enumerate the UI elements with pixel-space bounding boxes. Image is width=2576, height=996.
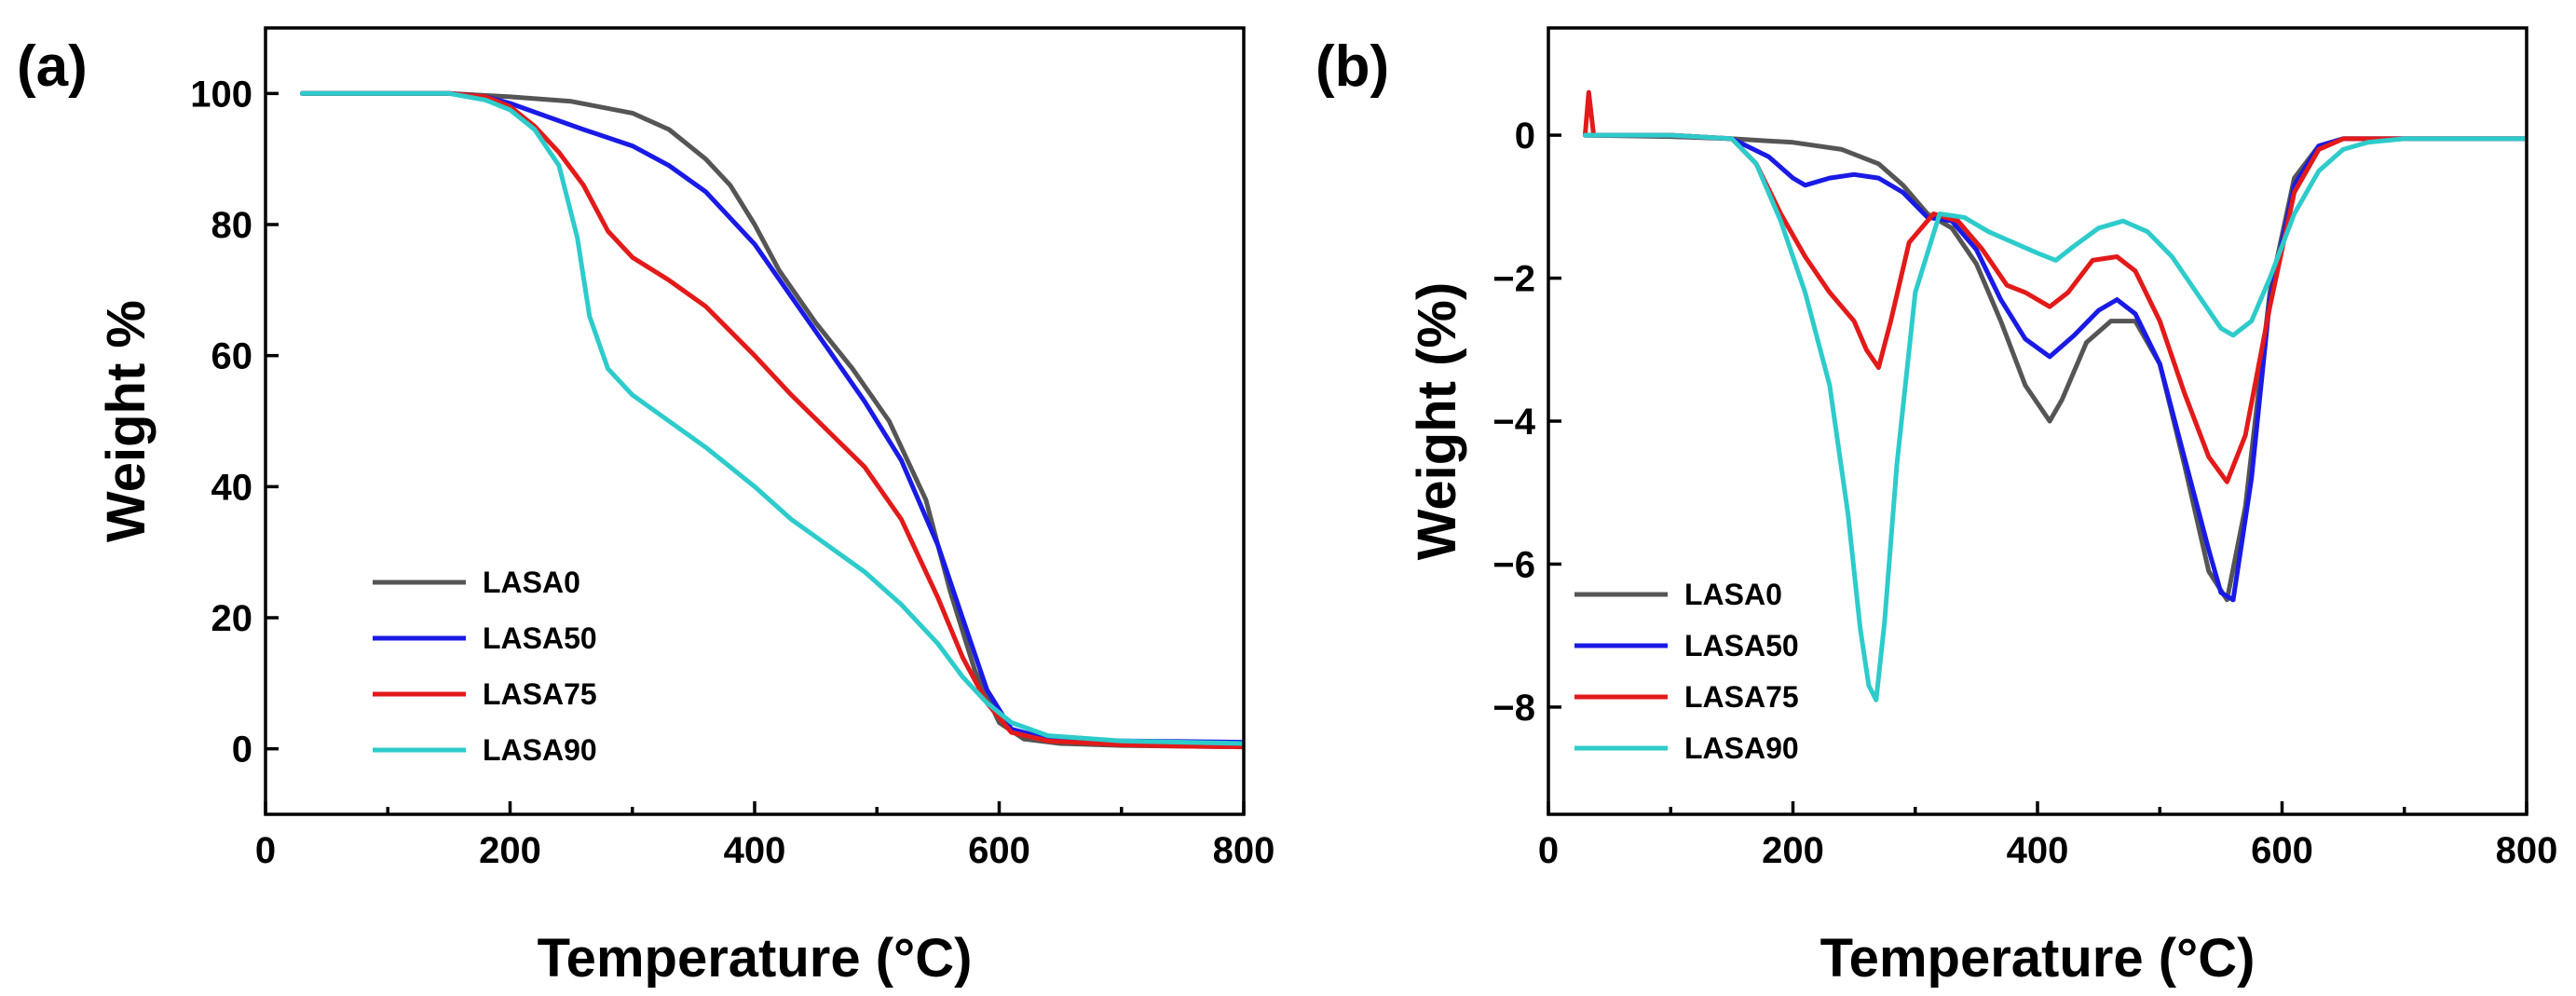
x-axis-title-b: Temperature (°C) bbox=[1820, 928, 2256, 989]
x-tick-label: 200 bbox=[1762, 830, 1824, 871]
x-tick-label: 600 bbox=[2251, 830, 2313, 871]
legend-label-lasa90: LASA90 bbox=[1684, 731, 1799, 765]
x-tick-label: 400 bbox=[724, 830, 786, 871]
series-line-lasa50 bbox=[1582, 132, 2527, 603]
y-tick-label: −2 bbox=[1492, 259, 1535, 300]
legend-label-lasa50: LASA50 bbox=[483, 621, 597, 655]
series-line-lasa90 bbox=[299, 90, 1244, 746]
y-tick-label: 0 bbox=[232, 730, 252, 771]
series-line-lasa0 bbox=[1582, 132, 2527, 603]
x-tick-label: 800 bbox=[1213, 830, 1275, 871]
y-axis-title-b: Weight (%) bbox=[1407, 282, 1467, 561]
series-line-lasa0 bbox=[299, 90, 1244, 750]
series-line-lasa90 bbox=[1582, 132, 2527, 703]
x-tick-label: 600 bbox=[968, 830, 1030, 871]
y-tick-label: −8 bbox=[1492, 688, 1535, 729]
y-tick-label: 60 bbox=[211, 336, 253, 377]
x-tick-label: 0 bbox=[1538, 830, 1559, 871]
series-line-lasa75 bbox=[1582, 89, 2527, 484]
legend-label-lasa0: LASA0 bbox=[483, 566, 580, 599]
panel-b: (b) 0 200 400 600 800 0 −2 −4 −6 −8 Temperature (… bbox=[1315, 26, 2558, 989]
y-tick-label: 40 bbox=[211, 467, 253, 508]
legend-label-lasa50: LASA50 bbox=[1684, 629, 1799, 662]
y-axis-title-a: Weight % bbox=[96, 300, 157, 542]
legend-label-lasa0: LASA0 bbox=[1684, 578, 1782, 611]
y-tick-label: 100 bbox=[190, 74, 252, 115]
panel-a: (a) 0 200 400 600 800 0 20 40 60 80 100 Temperatur… bbox=[17, 26, 1275, 989]
x-tick-label: 800 bbox=[2496, 830, 2558, 871]
x-tick-label: 200 bbox=[479, 830, 541, 871]
x-tick-label: 400 bbox=[2007, 830, 2069, 871]
legend-label-lasa90: LASA90 bbox=[483, 733, 597, 767]
panel-label-a: (a) bbox=[17, 34, 88, 99]
panel-label-b: (b) bbox=[1315, 34, 1389, 99]
y-tick-label: −6 bbox=[1492, 544, 1535, 585]
x-axis-title-a: Temperature (°C) bbox=[538, 928, 973, 989]
y-tick-label: 0 bbox=[1515, 116, 1535, 157]
x-tick-label: 0 bbox=[255, 830, 276, 871]
series-line-lasa50 bbox=[299, 90, 1244, 745]
y-tick-label: 20 bbox=[211, 598, 253, 639]
legend-label-lasa75: LASA75 bbox=[483, 677, 597, 711]
series-line-lasa75 bbox=[299, 90, 1244, 750]
y-tick-label: −4 bbox=[1492, 402, 1535, 443]
legend-label-lasa75: LASA75 bbox=[1684, 680, 1799, 714]
y-tick-label: 80 bbox=[211, 205, 253, 246]
